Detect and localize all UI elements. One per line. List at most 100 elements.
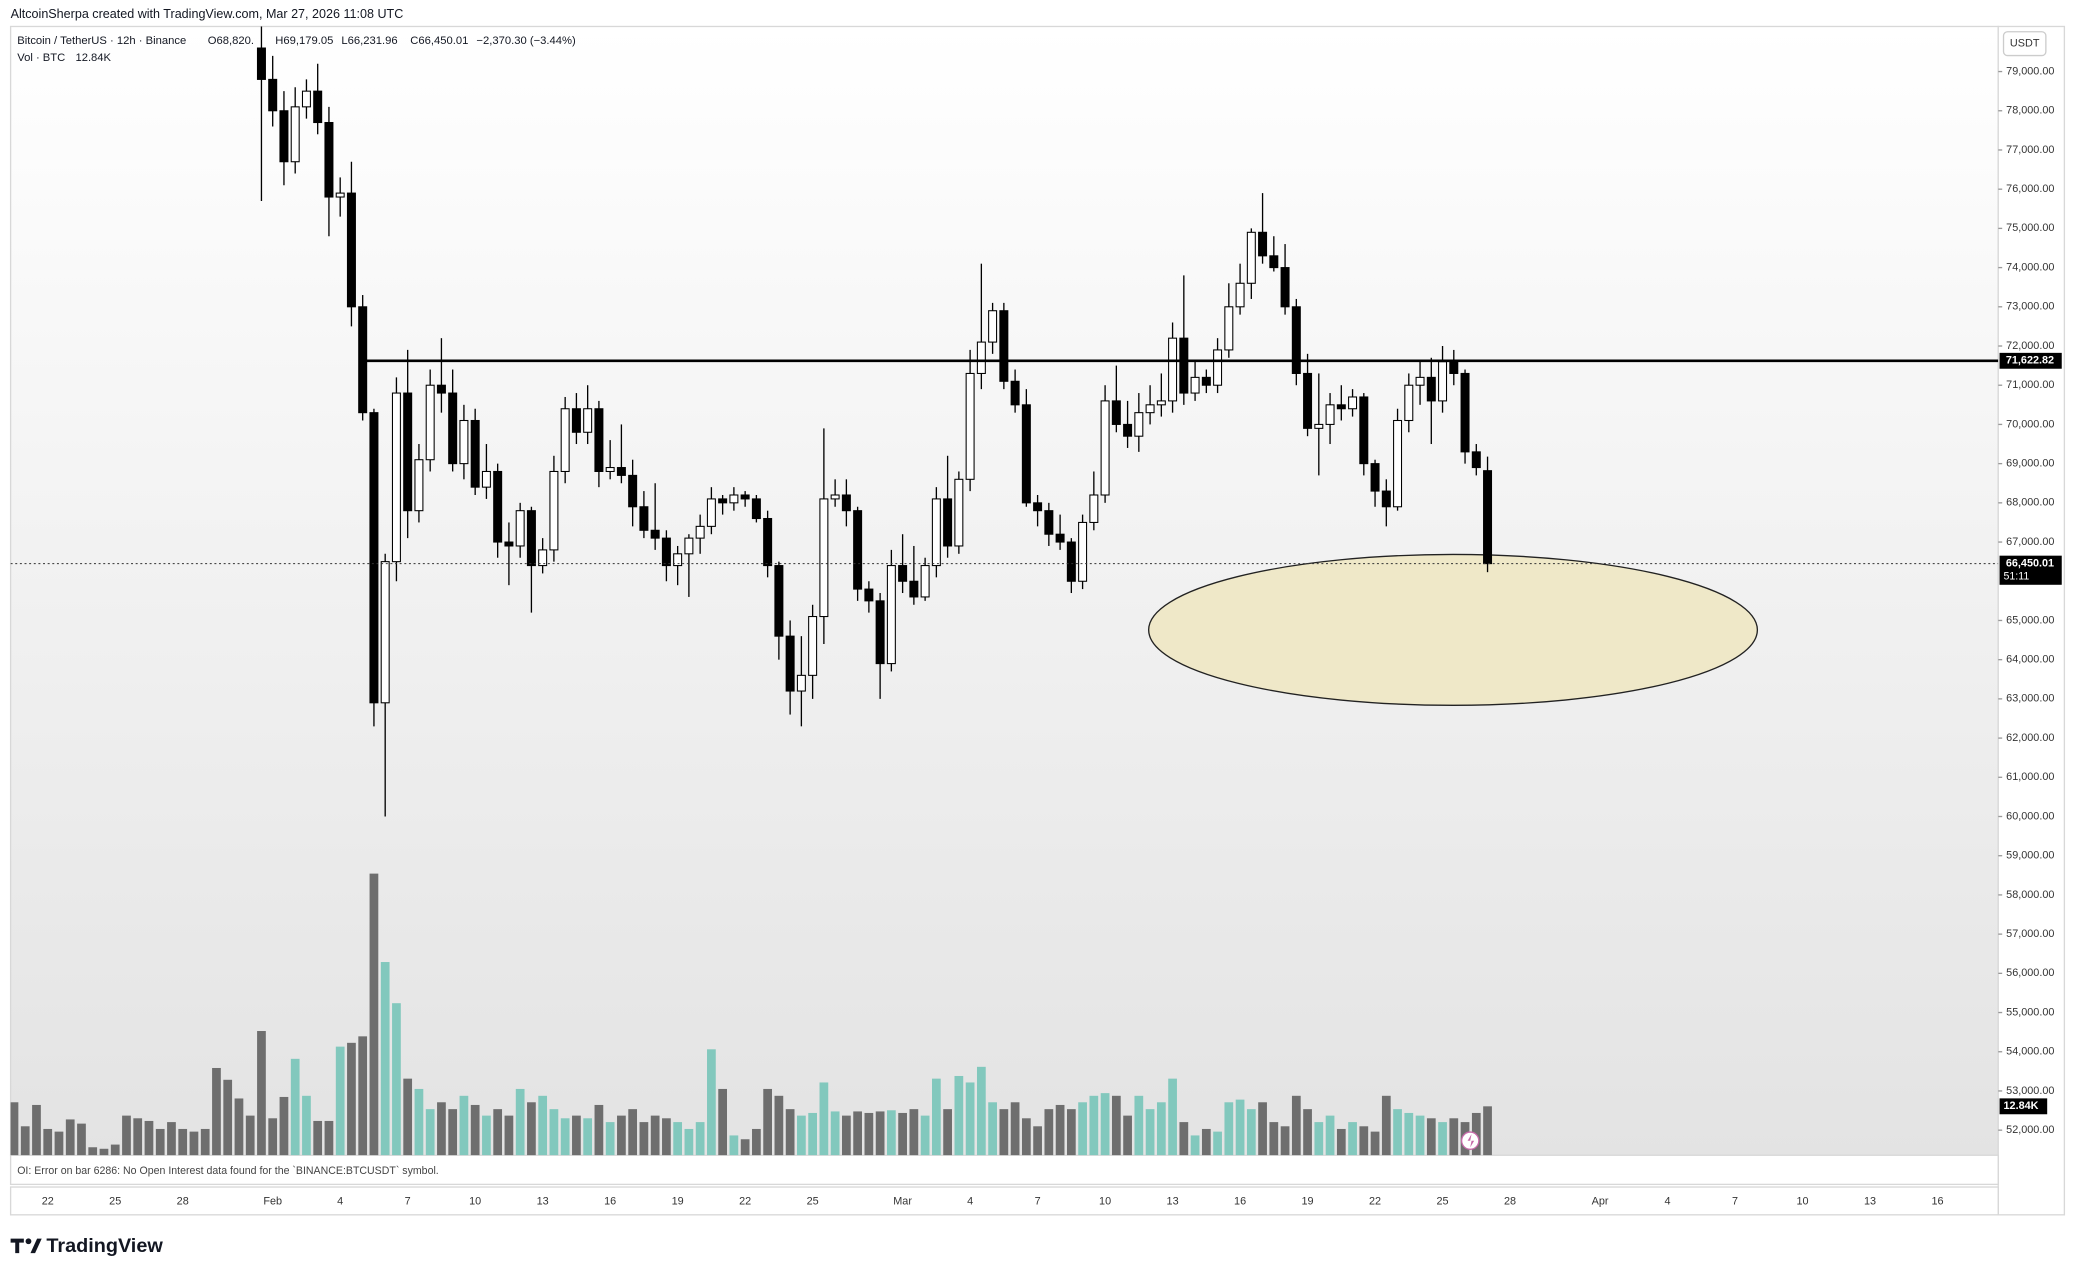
- y-tick-label: 76,000.00: [2006, 183, 2054, 195]
- volume-bar: [898, 1112, 907, 1156]
- volume-bar: [628, 1109, 638, 1156]
- y-tick-label: 53,000.00: [2006, 1085, 2054, 1097]
- currency-box[interactable]: [2002, 31, 2047, 57]
- x-tick-label: 10: [1796, 1195, 1808, 1207]
- candle-body: [1258, 231, 1268, 257]
- x-tick-label: 4: [1665, 1195, 1671, 1207]
- candle-body: [1426, 376, 1436, 402]
- currency-label: USDT: [2010, 38, 2040, 50]
- candle-body: [898, 565, 908, 582]
- volume-bar: [1280, 1126, 1290, 1156]
- volume-bar: [88, 1147, 98, 1156]
- volume-bar: [1336, 1128, 1346, 1156]
- volume-bar: [1145, 1109, 1155, 1156]
- volume-bar: [707, 1049, 716, 1156]
- volume-bar: [819, 1082, 829, 1156]
- legend-low: L66,231.96: [341, 35, 397, 47]
- y-tick-label: 74,000.00: [2006, 261, 2054, 273]
- volume-bar: [54, 1131, 64, 1156]
- volume-bar: [1393, 1109, 1402, 1156]
- volume-bar: [1044, 1109, 1054, 1156]
- volume-bar: [133, 1118, 143, 1156]
- volume-bar: [77, 1123, 86, 1156]
- volume-bar: [864, 1112, 874, 1156]
- candle-body: [1336, 404, 1346, 410]
- candle-body: [875, 600, 885, 665]
- volume-bar: [290, 1058, 300, 1156]
- x-tick-label: 19: [672, 1195, 684, 1207]
- y-tick-label: 68,000.00: [2006, 497, 2054, 509]
- candle-body: [1021, 404, 1031, 504]
- candle-body: [448, 392, 458, 465]
- alert-icon[interactable]: [1460, 1131, 1480, 1150]
- candle-body: [1123, 423, 1133, 437]
- candle-body: [1381, 490, 1391, 508]
- legend-open: O68,820.: [208, 35, 254, 47]
- candle-body: [1089, 494, 1099, 523]
- volume-bar: [1246, 1109, 1256, 1156]
- volume-bar: [313, 1120, 323, 1156]
- volume-bar: [380, 962, 390, 1156]
- y-tick-label: 69,000.00: [2006, 457, 2054, 469]
- logo-mark: [30, 1238, 42, 1254]
- y-tick-label: 59,000.00: [2006, 850, 2054, 862]
- legend-high: H69,179.05: [275, 35, 333, 47]
- candle-body: [650, 529, 660, 539]
- x-tick-label: 16: [1931, 1195, 1943, 1207]
- volume-bar: [763, 1088, 773, 1156]
- candle-body: [1044, 510, 1054, 535]
- candle-body: [515, 510, 525, 547]
- volume-bar: [1314, 1122, 1324, 1156]
- x-tick-label: 19: [1302, 1195, 1314, 1207]
- volume-bar: [594, 1104, 604, 1156]
- candle-body: [1078, 521, 1088, 582]
- y-tick-label: 78,000.00: [2006, 105, 2054, 117]
- candle-body: [1246, 231, 1256, 284]
- volume-bar: [1426, 1118, 1436, 1156]
- candle-body: [999, 310, 1009, 382]
- volume-bar: [1381, 1095, 1391, 1156]
- y-tick-label: 62,000.00: [2006, 732, 2054, 744]
- volume-bar: [797, 1115, 806, 1156]
- y-tick-label: 75,000.00: [2006, 222, 2054, 234]
- volume-bar: [200, 1128, 210, 1156]
- candle-body: [380, 561, 390, 704]
- candle-body: [459, 419, 469, 465]
- last-price-label: 66,450.01: [2006, 557, 2054, 569]
- candle-body: [594, 408, 604, 473]
- candle-body: [1303, 372, 1313, 429]
- logo-mark: [10, 1238, 24, 1254]
- candle-body: [1010, 380, 1020, 406]
- candle-body: [965, 372, 975, 480]
- volume-bar: [335, 1046, 345, 1156]
- volume-bar: [1021, 1118, 1031, 1156]
- x-tick-label: 22: [739, 1195, 751, 1207]
- candle-body: [1415, 376, 1425, 386]
- candle-body: [414, 459, 424, 512]
- candle-body: [684, 537, 694, 555]
- volume-bar: [178, 1128, 188, 1156]
- candle-body: [1134, 412, 1144, 437]
- volume-bar: [504, 1115, 514, 1156]
- candle-body: [1291, 306, 1301, 374]
- oi-note: OI: Error on bar 6286: No Open Interest …: [17, 1165, 439, 1177]
- candle-body: [841, 494, 851, 512]
- y-tick-label: 52,000.00: [2006, 1124, 2054, 1136]
- volume-bar: [1066, 1109, 1076, 1156]
- candle-body: [729, 494, 739, 504]
- candle-body: [1449, 361, 1459, 374]
- x-tick-label: Mar: [893, 1195, 912, 1207]
- candle-body: [1438, 361, 1448, 402]
- y-tick-label: 72,000.00: [2006, 340, 2054, 352]
- volume-bar: [954, 1075, 964, 1156]
- x-tick-label: 4: [337, 1195, 343, 1207]
- volume-bar: [785, 1109, 795, 1156]
- volume-bar: [1055, 1104, 1065, 1156]
- candle-body: [526, 510, 536, 567]
- volume-bar: [673, 1122, 683, 1156]
- x-tick-label: 10: [1099, 1195, 1111, 1207]
- logo: TradingView: [10, 1235, 163, 1257]
- volume-bar: [234, 1098, 244, 1156]
- volume-bar: [572, 1115, 581, 1156]
- volume-bar: [1201, 1128, 1211, 1156]
